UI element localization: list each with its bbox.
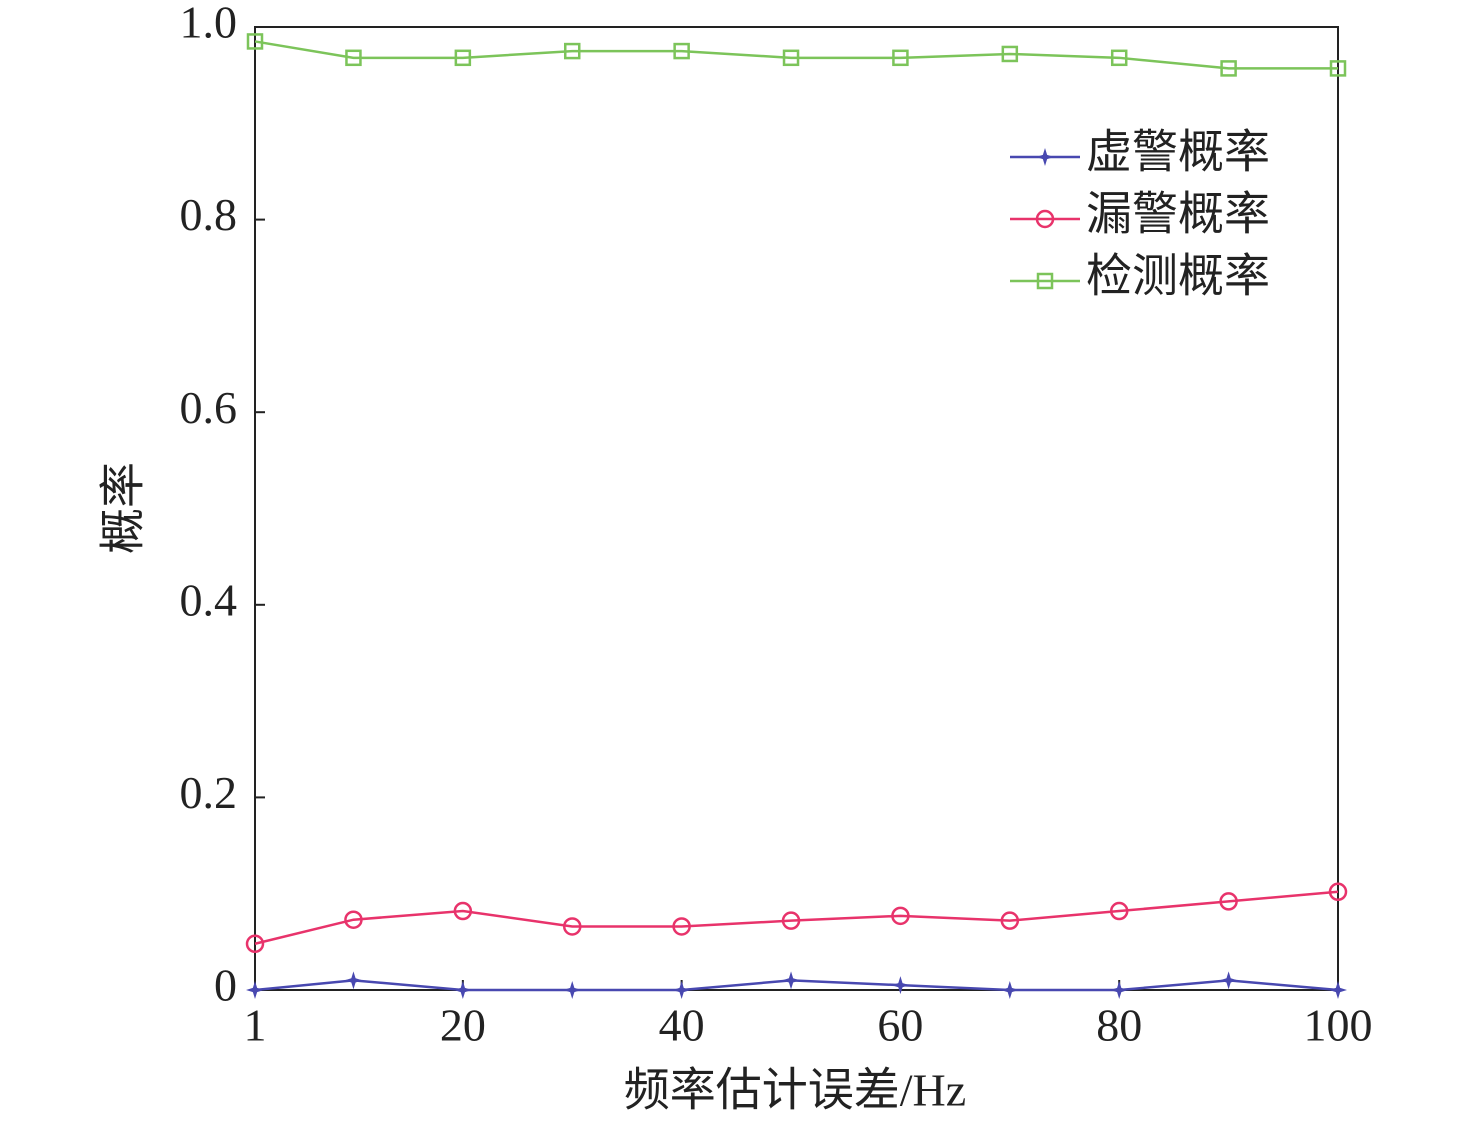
marker	[1000, 911, 1020, 930]
marker	[344, 910, 363, 929]
marker	[673, 42, 690, 60]
x-tick-label: 20	[440, 1000, 486, 1051]
legend-marker	[1036, 148, 1054, 166]
marker	[1329, 981, 1347, 999]
marker	[782, 971, 801, 990]
legend-label: 虚警概率	[1086, 127, 1270, 178]
legend-marker	[1036, 272, 1054, 290]
marker	[563, 981, 582, 999]
series-line	[254, 979, 1339, 992]
x-tick-label: 80	[1096, 1000, 1142, 1051]
marker	[454, 49, 472, 67]
marker	[1328, 882, 1348, 902]
marker	[1110, 981, 1129, 999]
y-tick-label: 1.0	[180, 0, 238, 48]
legend-label: 漏警概率	[1086, 189, 1270, 240]
marker	[344, 971, 363, 990]
x-tick-label: 40	[659, 1000, 705, 1051]
x-tick-label: 1	[244, 1000, 267, 1051]
y-tick-label: 0.6	[180, 382, 238, 433]
marker	[891, 906, 910, 926]
legend-label: 检测概率	[1086, 251, 1270, 302]
plot-frame	[254, 26, 1339, 991]
x-tick-label: 60	[877, 1000, 923, 1051]
marker	[891, 976, 910, 995]
marker	[782, 49, 800, 67]
series-line	[254, 890, 1339, 945]
marker	[245, 934, 265, 954]
marker	[1109, 901, 1129, 921]
marker	[345, 49, 362, 67]
marker	[453, 901, 473, 921]
marker	[781, 911, 801, 930]
marker	[672, 981, 691, 999]
marker	[1000, 981, 1019, 999]
marker	[1110, 49, 1128, 67]
x-axis-label: 频率估计误差/Hz	[624, 1065, 966, 1116]
marker	[672, 917, 691, 936]
legend-marker	[1035, 209, 1055, 229]
y-tick-label: 0.8	[180, 189, 238, 240]
marker	[1220, 60, 1237, 77]
marker	[1001, 45, 1019, 63]
x-tick-label: 100	[1304, 1000, 1373, 1051]
y-tick-label: 0	[214, 960, 237, 1011]
y-tick-label: 0.2	[180, 767, 238, 818]
marker	[1219, 892, 1238, 911]
marker	[1329, 60, 1347, 77]
y-axis-label: 概率	[98, 462, 149, 554]
marker	[1219, 971, 1238, 990]
marker	[246, 981, 264, 999]
marker	[246, 33, 264, 50]
marker	[562, 917, 582, 936]
marker	[892, 49, 909, 67]
marker	[563, 42, 581, 60]
y-tick-label: 0.4	[180, 574, 238, 625]
marker	[453, 981, 472, 999]
series-line	[254, 40, 1338, 70]
